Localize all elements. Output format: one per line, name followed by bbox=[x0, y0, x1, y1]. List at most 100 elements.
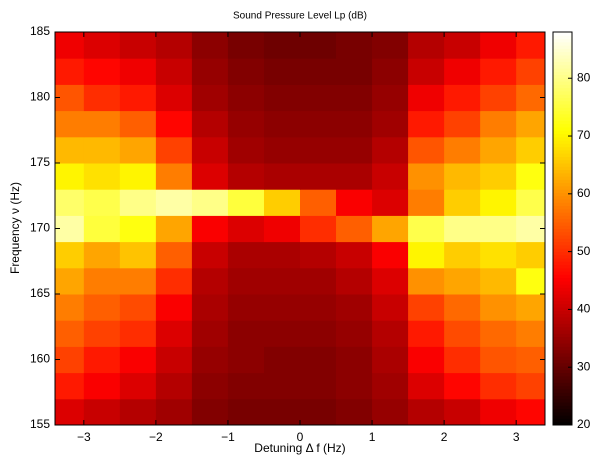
heatmap-cell bbox=[83, 320, 121, 347]
heatmap-cell bbox=[336, 241, 373, 269]
heatmap-cell bbox=[263, 84, 301, 112]
heatmap-cell bbox=[191, 110, 229, 138]
colorbar-swatch bbox=[553, 382, 572, 387]
heatmap-cell bbox=[263, 372, 301, 400]
heatmap-cell bbox=[444, 136, 481, 164]
heatmap-cell bbox=[408, 136, 445, 164]
heatmap-cell bbox=[155, 110, 193, 138]
colorbar-swatch bbox=[553, 45, 572, 49]
heatmap-cell bbox=[444, 372, 481, 400]
heatmap-cell bbox=[263, 346, 301, 374]
heatmap-cell bbox=[336, 110, 373, 138]
heatmap-cell bbox=[516, 267, 545, 295]
colorbar-swatch bbox=[553, 415, 572, 419]
heatmap-cell bbox=[336, 32, 373, 59]
heatmap-cell bbox=[83, 241, 121, 269]
heatmap-cell bbox=[444, 398, 481, 425]
heatmap-cell bbox=[372, 241, 409, 269]
heatmap-cell bbox=[119, 398, 157, 425]
colorbar-swatch bbox=[553, 277, 572, 282]
heatmap-cell bbox=[191, 241, 229, 269]
colorbar-swatch bbox=[553, 163, 572, 167]
heatmap-cell bbox=[336, 372, 373, 400]
heatmap-cell bbox=[408, 58, 445, 85]
colorbar-swatch bbox=[553, 172, 572, 177]
heatmap-cell bbox=[444, 110, 481, 138]
heatmap-cell bbox=[55, 110, 85, 138]
heatmap-cell bbox=[480, 32, 517, 59]
colorbar-swatch bbox=[553, 228, 572, 233]
colorbar-swatch bbox=[553, 300, 572, 305]
heatmap-cell bbox=[480, 84, 517, 112]
heatmap bbox=[55, 32, 545, 425]
colorbar-swatch bbox=[553, 326, 572, 331]
colorbar-swatch bbox=[553, 244, 572, 249]
heatmap-cell bbox=[55, 372, 85, 400]
heatmap-cell bbox=[444, 320, 481, 347]
colorbar-swatch bbox=[553, 90, 572, 95]
heatmap-cell bbox=[191, 294, 229, 321]
colorbar-swatch bbox=[553, 274, 572, 279]
colorbar-swatch bbox=[553, 320, 572, 324]
colorbar-tick-label: 20 bbox=[577, 417, 591, 431]
colorbar-swatch bbox=[553, 100, 572, 105]
colorbar-swatch bbox=[553, 418, 572, 423]
colorbar-swatch bbox=[553, 316, 572, 321]
colorbar-swatch bbox=[553, 372, 572, 377]
y-tick-label: 185 bbox=[30, 24, 50, 38]
heatmap-cell bbox=[408, 241, 445, 269]
heatmap-cell bbox=[300, 110, 337, 138]
colorbar-swatch bbox=[553, 385, 572, 390]
colorbar-swatch bbox=[553, 38, 572, 43]
heatmap-cell bbox=[516, 215, 545, 243]
heatmap-cell bbox=[263, 294, 301, 321]
heatmap-cell bbox=[191, 267, 229, 295]
heatmap-cell bbox=[300, 163, 337, 190]
colorbar-swatch bbox=[553, 267, 572, 272]
colorbar-swatch bbox=[553, 176, 572, 180]
heatmap-cell bbox=[55, 320, 85, 347]
heatmap-cell bbox=[227, 294, 265, 321]
heatmap-cell bbox=[83, 189, 121, 216]
colorbar-swatch bbox=[553, 287, 572, 292]
colorbar-swatch bbox=[553, 405, 572, 410]
colorbar-swatch bbox=[553, 54, 572, 59]
heatmap-cell bbox=[191, 58, 229, 85]
heatmap-cell bbox=[480, 294, 517, 321]
heatmap-cell bbox=[191, 32, 229, 59]
heatmap-cell bbox=[55, 398, 85, 425]
heatmap-cell bbox=[336, 346, 373, 374]
heatmap-cell bbox=[55, 241, 85, 269]
heatmap-cell bbox=[372, 294, 409, 321]
heatmap-cell bbox=[227, 320, 265, 347]
colorbar-swatch bbox=[553, 254, 572, 259]
x-tick-label: −1 bbox=[221, 430, 235, 444]
y-tick-label: 165 bbox=[30, 286, 50, 300]
heatmap-cell bbox=[55, 215, 85, 243]
colorbar-swatch bbox=[553, 104, 572, 108]
heatmap-cell bbox=[191, 189, 229, 216]
heatmap-cell bbox=[516, 32, 545, 59]
heatmap-cell bbox=[155, 372, 193, 400]
colorbar-swatch bbox=[553, 225, 572, 229]
colorbar-swatch bbox=[553, 349, 572, 354]
heatmap-cell bbox=[83, 215, 121, 243]
heatmap-cell bbox=[119, 110, 157, 138]
heatmap-cell bbox=[155, 241, 193, 269]
plot-frame bbox=[54, 31, 546, 426]
heatmap-cell bbox=[263, 267, 301, 295]
colorbar-swatch bbox=[553, 398, 572, 403]
heatmap-cell bbox=[300, 346, 337, 374]
heatmap-cell bbox=[480, 215, 517, 243]
heatmap-cell bbox=[83, 84, 121, 112]
heatmap-cell bbox=[227, 84, 265, 112]
heatmap-cell bbox=[300, 32, 337, 59]
heatmap-cell bbox=[516, 346, 545, 374]
colorbar-swatch bbox=[553, 215, 572, 220]
heatmap-cell bbox=[336, 84, 373, 112]
colorbar-swatch bbox=[553, 110, 572, 115]
colorbar-swatch bbox=[553, 280, 572, 285]
heatmap-cell bbox=[444, 241, 481, 269]
heatmap-cell bbox=[83, 398, 121, 425]
